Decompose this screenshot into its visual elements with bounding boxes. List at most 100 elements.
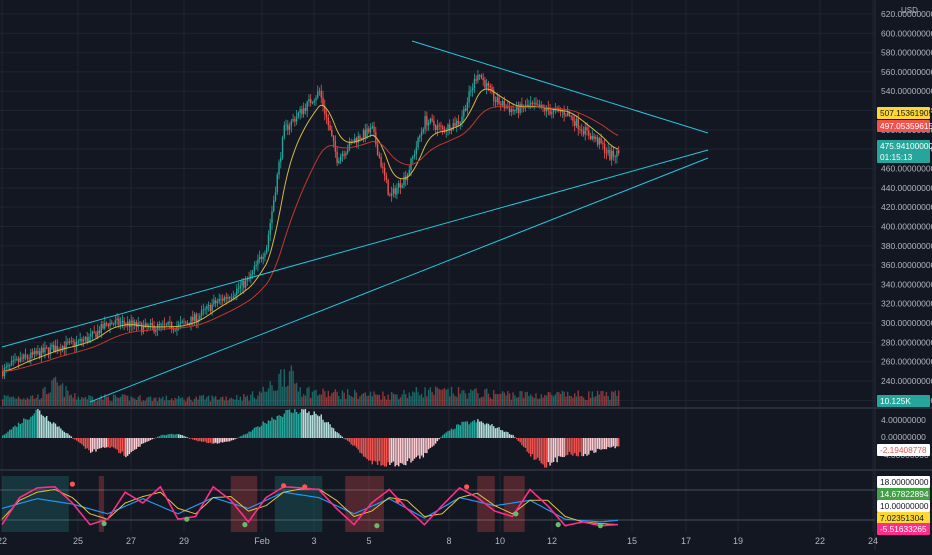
candle-body [378, 154, 381, 157]
candle-body [65, 341, 67, 350]
volume-bar [12, 396, 14, 406]
macd-bar [60, 428, 62, 438]
macd-bar [33, 413, 36, 438]
macd-bar [526, 438, 528, 452]
macd-bar [362, 438, 365, 457]
candle-body [260, 256, 263, 259]
candle-body [401, 185, 403, 188]
macd-bar [311, 415, 314, 438]
volume-bar [508, 393, 511, 406]
volume-bar [100, 395, 102, 406]
candle-body [49, 346, 51, 355]
volume-bar [521, 391, 523, 406]
macd-bar [125, 438, 127, 458]
macd-bar [81, 438, 83, 445]
macd-bar [273, 419, 275, 438]
candle-body [582, 130, 585, 135]
volume-bar [338, 396, 340, 406]
volume-bar [213, 397, 215, 406]
candle-body [338, 160, 340, 164]
macd-bar [505, 431, 507, 438]
candle-body [355, 138, 358, 143]
macd-bar [359, 438, 361, 453]
volume-bar [507, 391, 509, 406]
macd-bar [274, 419, 277, 438]
volume-bar [577, 390, 579, 406]
volume-bar [334, 389, 337, 406]
macd-bar [480, 421, 483, 438]
volume-bar [320, 394, 322, 406]
volume-bar [65, 386, 67, 406]
candle-body [380, 156, 382, 167]
macd-bar [220, 438, 222, 443]
macd-bar [65, 432, 67, 438]
candle-body [359, 135, 361, 140]
macd-bar [232, 438, 234, 441]
macd-bar [589, 438, 592, 451]
candle-body [144, 323, 146, 327]
volume-bar [97, 400, 99, 406]
volume-bar [542, 397, 544, 406]
candle-body [244, 280, 247, 288]
macd-bar [28, 419, 30, 438]
candle-body [570, 115, 572, 117]
macd-bar [98, 438, 101, 449]
price-tick-label: 620.00000000 [881, 9, 932, 19]
macd-bar [521, 438, 523, 446]
macd-bar [327, 422, 329, 438]
candle-body [308, 99, 310, 102]
candle-body [104, 322, 106, 329]
candle-body [149, 323, 152, 326]
candle-body [112, 323, 115, 325]
volume-bar [528, 395, 530, 406]
volume-bar [459, 393, 461, 406]
candle-body [538, 104, 541, 108]
macd-bar [482, 422, 484, 438]
candle-body [14, 359, 16, 361]
candle-body [81, 338, 83, 342]
volume-bar [285, 386, 287, 406]
volume-bar [343, 392, 345, 406]
macd-bar [478, 421, 481, 438]
trendlines[interactable] [1, 40, 709, 403]
volume-bar [7, 395, 9, 406]
macd-bar [56, 426, 58, 438]
volume-bar [607, 396, 609, 406]
price-tick-label: 360.00000000 [881, 260, 932, 270]
candle-body [280, 157, 282, 163]
macd-bar [410, 438, 412, 463]
candle-body [454, 123, 456, 126]
ema-fast-badge-bg [877, 107, 930, 119]
macd-bar [239, 436, 241, 438]
candle-body [7, 364, 9, 367]
macd-bar [361, 438, 363, 454]
volume-bar [49, 392, 51, 406]
candle-body [457, 120, 460, 124]
macd-bar [9, 429, 11, 438]
candle-body [207, 305, 210, 307]
volume-bar [14, 398, 16, 406]
macd-bar [538, 438, 541, 461]
volume-bar [561, 390, 564, 406]
macd-bar [331, 427, 333, 438]
macd-bar [77, 438, 80, 442]
volume-bar [63, 396, 65, 406]
volume-bar [424, 387, 426, 406]
candle-body [253, 266, 256, 272]
volume-bar [283, 369, 285, 406]
candle-body [33, 350, 36, 355]
candle-body [82, 339, 85, 342]
time-axis[interactable]: 22 25 27 29 Feb 3 5 8 10 12 15 17 19 22 24 [0, 536, 878, 546]
volume-bar [35, 397, 37, 406]
candle-body [369, 128, 372, 133]
candle-body [273, 200, 275, 212]
candle-body [382, 166, 384, 168]
price-tick-label: 540.00000000 [881, 86, 932, 96]
macd-bar [51, 423, 53, 438]
candle-body [478, 75, 481, 76]
volume-bar [533, 397, 535, 406]
